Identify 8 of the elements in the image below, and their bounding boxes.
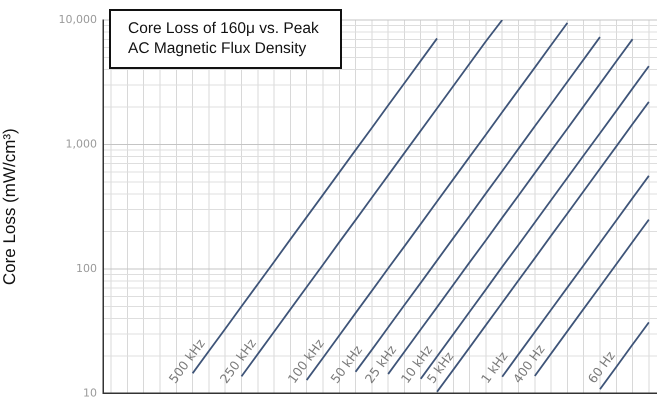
y-tick-label: 1,000 xyxy=(66,137,97,150)
text: Core Loss of 160μ vs. Peak AC Magnetic Flux Density xyxy=(109,9,342,69)
y-tick-label: 10,000 xyxy=(58,12,97,26)
y-tick-label: 100 xyxy=(76,262,97,275)
y-axis-title: Core Loss (mW/cm³) xyxy=(0,128,19,286)
text: 60 Hz xyxy=(584,348,618,386)
y-tick-label: 10 xyxy=(83,386,97,400)
text: 400 Hz xyxy=(510,341,548,386)
